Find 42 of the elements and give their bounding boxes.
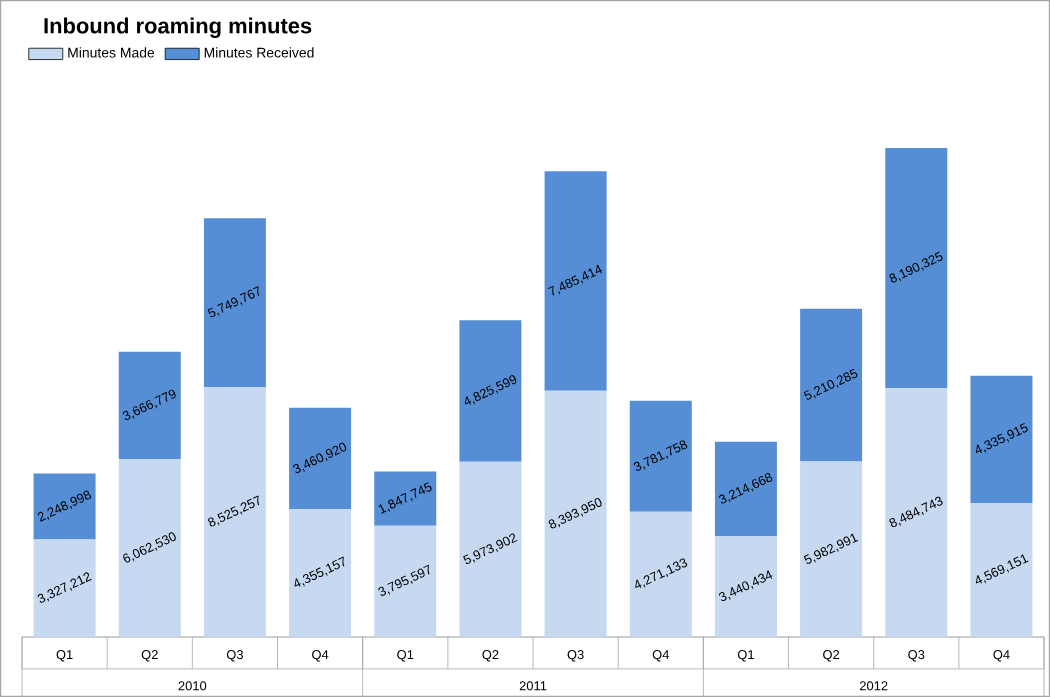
x-tick-label: Q1 [397,649,414,662]
bar [629,400,692,512]
x-tick-label: Q2 [141,649,158,662]
text: 2011 [519,681,547,691]
bar [118,351,181,460]
text: 2010 [178,681,207,691]
bar [544,390,607,637]
bar [970,502,1033,637]
bar [714,536,777,637]
x-tick-label: Q4 [312,649,329,662]
bar [374,525,437,637]
text: 2012 [859,681,888,691]
x-tick-label: Q4 [652,649,670,662]
bar [203,386,266,637]
bar [544,171,607,391]
legend-label: Minutes Made [68,47,155,58]
bar [203,218,266,387]
x-tick-label: Q2 [482,649,499,662]
bar [885,388,948,637]
bar [459,461,522,637]
bar [374,471,437,526]
x-tick-label: Q3 [567,649,584,662]
x-tick-label: Q3 [908,649,925,662]
bar [33,473,96,540]
bar [800,308,863,462]
bar [714,441,777,537]
x-tick-label: Q1 [56,649,73,662]
x-tick-label: Q2 [823,649,840,662]
bar [970,375,1033,503]
x-tick-label: Q4 [993,649,1010,662]
bar [800,461,863,637]
bar [885,147,948,389]
bar [118,459,181,637]
bar [629,511,692,637]
bar [289,407,352,510]
chart-title: Inbound roaming minutes [44,17,312,38]
x-tick-label: Q1 [737,649,754,662]
x-tick-label: Q3 [226,649,243,662]
bar [33,539,96,637]
legend-label: Minutes Received [204,47,314,58]
bar [459,320,522,462]
bar [289,509,352,637]
